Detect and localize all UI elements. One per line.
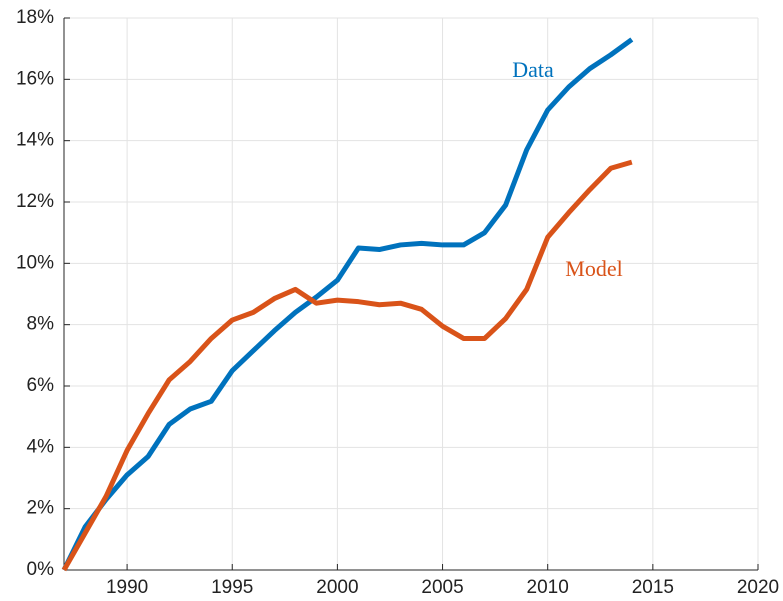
y-tick-label: 2% xyxy=(27,498,55,519)
series-line xyxy=(61,159,633,572)
x-tick-label: 2010 xyxy=(527,577,569,598)
y-tick-label: 16% xyxy=(16,68,54,89)
series-label: Data xyxy=(512,57,554,82)
y-tick-label: 18% xyxy=(16,7,54,28)
x-tick-label: 2005 xyxy=(421,577,463,598)
series-line xyxy=(61,37,634,572)
x-tick-label: 1990 xyxy=(106,577,148,598)
x-tick-label: 2000 xyxy=(316,577,358,598)
y-tick-label: 6% xyxy=(27,375,55,396)
y-tick-label: 12% xyxy=(16,191,54,212)
x-tick-label: 2015 xyxy=(632,577,674,598)
x-tick-label: 2020 xyxy=(737,577,779,598)
y-tick-label: 14% xyxy=(16,130,54,151)
y-tick-label: 4% xyxy=(27,436,55,457)
y-tick-label: 0% xyxy=(27,559,55,580)
y-tick-label: 10% xyxy=(16,252,54,273)
y-tick-label: 8% xyxy=(27,314,55,335)
x-tick-label: 1995 xyxy=(211,577,253,598)
series-label: Model xyxy=(565,256,622,281)
